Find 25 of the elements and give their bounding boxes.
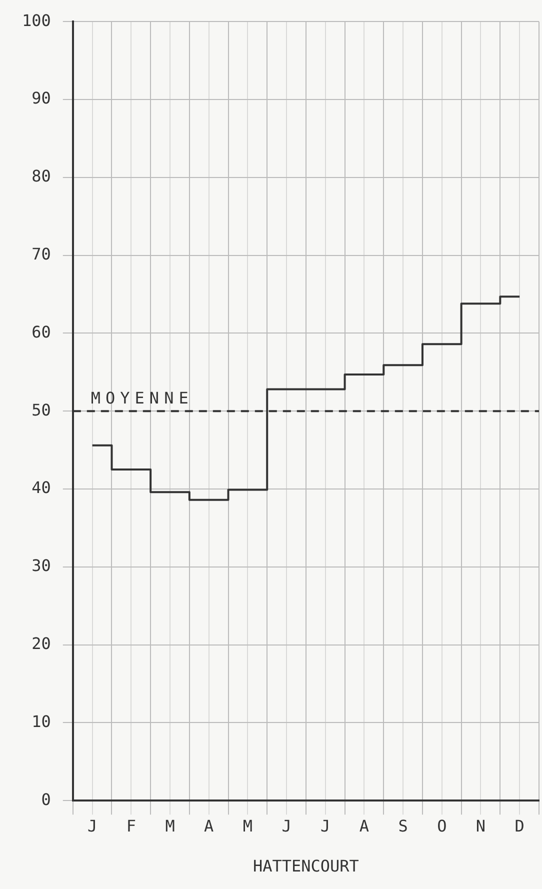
x-tick-label: N [476,816,486,836]
x-tick-label: J [320,816,330,836]
y-tick-label: 40 [32,478,51,498]
y-tick-label: 20 [32,634,51,653]
y-tick-label: 80 [32,166,51,186]
x-axis-title: HATTENCOURT [252,856,360,876]
y-tick-label: 90 [32,88,51,108]
x-tick-label: A [359,816,370,836]
x-tick-label: O [437,816,447,836]
y-tick-label: 70 [32,244,51,264]
y-tick-label: 0 [41,790,51,809]
x-tick-label: M [165,816,175,836]
x-tick-label: F [126,816,136,836]
x-tick-label: J [282,816,292,836]
y-tick-label: 30 [32,556,51,576]
x-tick-label: D [514,816,524,836]
x-tick-label: J [88,816,98,836]
x-tick-label: M [242,816,253,836]
x-tick-label: S [398,816,408,836]
ref-line-label: MOYENNE [90,388,194,408]
y-tick-label: 50 [32,400,51,420]
x-tick-label: A [204,816,214,836]
y-tick-label: 10 [32,712,51,731]
y-tick-label: 100 [22,10,51,30]
y-tick-label: 60 [32,322,51,342]
